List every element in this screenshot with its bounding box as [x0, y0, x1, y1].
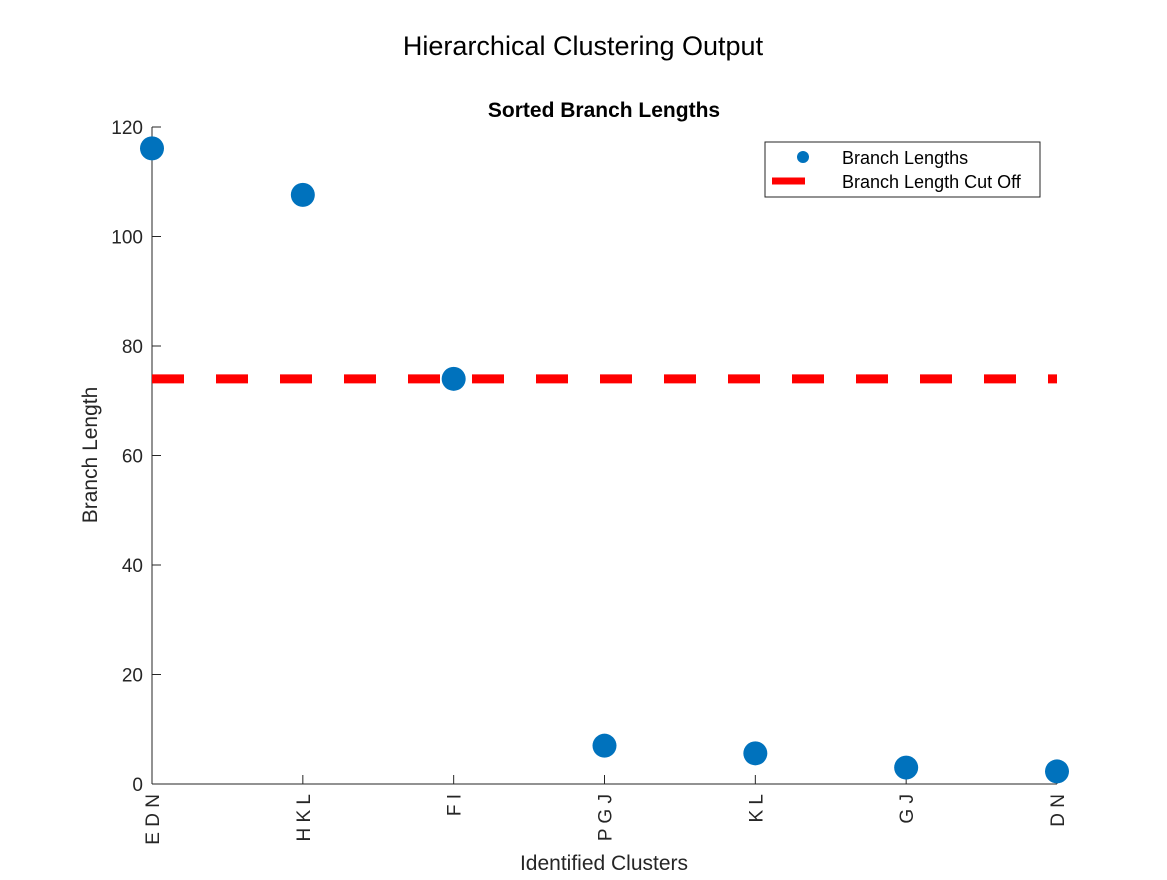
chart-title: Sorted Branch Lengths	[488, 99, 720, 122]
y-tick-label: 40	[122, 556, 143, 577]
y-tick-label: 120	[111, 118, 143, 139]
y-tick-label: 0	[132, 775, 143, 796]
x-tick-label: K L	[746, 794, 767, 823]
x-tick-label: D N	[1048, 794, 1069, 827]
legend-marker-branch-lengths	[797, 151, 809, 163]
x-tick-label: P G J	[596, 794, 617, 841]
data-point	[290, 182, 315, 207]
data-point	[1045, 759, 1069, 784]
legend-box	[764, 141, 1041, 198]
y-tick-label: 60	[122, 447, 143, 468]
x-tick-label: F I	[445, 794, 466, 816]
data-point	[441, 366, 466, 391]
x-tick-label: G J	[897, 794, 918, 824]
legend-label-branch-lengths: Branch Lengths	[842, 148, 968, 168]
figure-title: Hierarchical Clustering Output	[403, 31, 764, 61]
legend: Branch Lengths Branch Length Cut Off	[764, 141, 1041, 198]
data-point	[743, 741, 768, 766]
data-point	[592, 733, 617, 758]
data-points	[140, 136, 1069, 784]
y-ticks: 0 20 40 60 80 100 120	[111, 118, 161, 796]
y-tick-label: 100	[111, 228, 143, 249]
x-tick-label: E D N	[143, 794, 164, 845]
data-point	[140, 136, 164, 161]
axes	[151, 127, 1057, 785]
y-tick-label: 80	[122, 337, 143, 358]
data-point	[894, 755, 919, 780]
legend-label-cutoff: Branch Length Cut Off	[842, 172, 1022, 192]
x-tick-label: H K L	[294, 794, 315, 842]
x-axis-label: Identified Clusters	[520, 852, 688, 875]
y-axis-label: Branch Length	[79, 387, 102, 524]
y-tick-label: 20	[122, 666, 143, 687]
